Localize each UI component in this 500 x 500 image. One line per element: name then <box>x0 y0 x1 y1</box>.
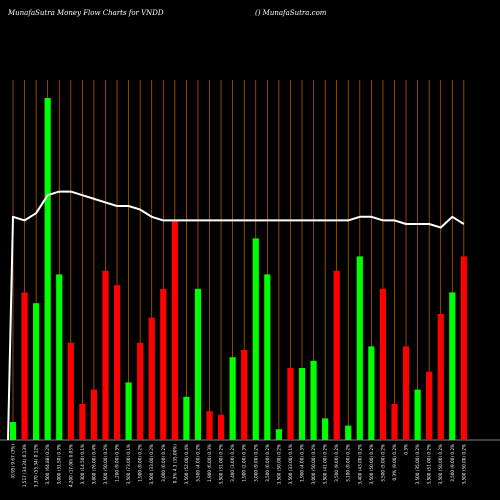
x-tick-label: 3,500 (73.00) 0.1% <box>126 444 131 485</box>
bar <box>148 317 155 440</box>
x-tick-label: 3,500 (50.00) 0.2% <box>103 444 108 485</box>
bar <box>449 292 456 440</box>
bar <box>241 350 248 440</box>
x-tick-label: 3,500 (64.88) 0.2% <box>45 444 50 485</box>
x-tick-label: 4,200 (17.00) 0.05% <box>68 444 73 487</box>
x-tick-label: 1,900 (6.00) 0.3% <box>207 444 212 482</box>
x-tick-label: 3,500 (5.00) 0.2% <box>380 444 385 482</box>
bar <box>322 418 329 440</box>
bar <box>206 411 213 440</box>
bar <box>391 404 398 440</box>
x-tick-labels: (0.95) 9.67 (3%) 1,517 (34.24) 0.13% 3,370… <box>11 444 467 488</box>
bar <box>333 270 340 440</box>
x-tick-label: 3,300 (14.50) 0.1% <box>80 444 85 485</box>
bar <box>252 238 259 440</box>
x-tick-label: 3,500 (6.00) 0.2% <box>265 444 270 482</box>
x-tick-label: 3,000 (31.50) 0.3% <box>57 444 62 485</box>
x-tick-label: 3,500 (31.00) 0.2% <box>219 444 224 485</box>
x-tick-label: 3,500 (9.00) 0.2% <box>450 444 455 482</box>
x-tick-label: 1,900 (9.00) 0.2% <box>138 444 143 482</box>
x-tick-label: 1,900 (4.00) 0.3% <box>300 444 305 482</box>
x-tick-label: 3,500 (50.00) 0.2% <box>276 444 281 485</box>
bar <box>9 422 17 440</box>
bar <box>21 292 28 440</box>
x-tick-label: 3,370 (55.34) 0.12% <box>34 444 39 487</box>
bar <box>67 342 74 440</box>
bar <box>102 270 109 440</box>
bar <box>125 382 132 440</box>
x-tick-label: 3,000 (50.00) 0.2% <box>311 444 316 485</box>
line-series <box>7 190 465 441</box>
x-tick-label: 3,800 (76.00) 0.4% <box>91 444 96 485</box>
bar <box>426 371 433 440</box>
x-tick-label: 3,500 (52.00) 0.4% <box>184 444 189 485</box>
bar <box>171 220 178 440</box>
x-tick-label: 3,400 (43.00) 0.2% <box>357 444 362 485</box>
x-tick-label: 1,900 (2.00) 0.3% <box>242 444 247 482</box>
x-tick-label: 3,500 (51.00) 0.2% <box>427 444 432 485</box>
bar <box>437 314 444 440</box>
x-tick-label: 3,500 (33.00) 0.2% <box>149 444 154 485</box>
bar-series <box>9 98 467 440</box>
bar <box>44 98 51 440</box>
money-flow-line <box>7 190 465 441</box>
x-tick-label: 3,000 (9.00) 0.2% <box>253 444 258 482</box>
x-tick-label: 3,400 (3.00) 0.2% <box>230 444 235 482</box>
bar <box>264 274 271 440</box>
bar <box>379 288 387 440</box>
bar <box>287 368 294 440</box>
x-tick-label: 3,500 (4.00) 0.2% <box>196 444 201 482</box>
x-tick-label: 1,200 (9.00) 0.3% <box>115 444 120 482</box>
bar <box>345 425 352 440</box>
bar <box>160 288 167 440</box>
x-tick-label: 0.3% <box>404 444 409 455</box>
bar <box>33 303 40 440</box>
x-tick-label: 3,500 (50.00) 0.2% <box>461 444 466 485</box>
x-tick-label: (0.95) 9.67 (3%) <box>11 444 16 479</box>
bar <box>356 256 363 440</box>
bar <box>183 396 190 440</box>
x-tick-label: 3,100 (9.00) 0.2% <box>346 444 351 482</box>
bar <box>194 288 202 440</box>
bar <box>460 256 467 440</box>
x-tick-label: 3,500 (33.00) 0.1% <box>288 444 293 485</box>
x-tick-label: 0.3% 4.3 (35.00%) <box>172 444 177 484</box>
bar <box>402 346 410 440</box>
bar <box>79 404 86 440</box>
bar <box>275 429 282 440</box>
bar <box>298 368 306 440</box>
bar <box>229 357 236 440</box>
bar <box>368 346 375 440</box>
x-tick-label: 3,500 (50.00) 0.2% <box>369 444 374 485</box>
x-tick-label: 3,500 (35.00) 0.2% <box>415 444 420 485</box>
bar <box>414 389 421 440</box>
x-tick-label: 1,517 (34.24) 0.13% <box>22 444 27 487</box>
bar <box>137 342 144 440</box>
x-tick-label: 3,000 (6.00) 0.2% <box>161 444 166 482</box>
x-tick-label: 3,500 (50.00) 0.2% <box>438 444 443 485</box>
bar <box>56 274 63 440</box>
bar <box>113 285 121 440</box>
bar <box>310 360 317 440</box>
x-tick-label: 3,500 (9.00) 0.2% <box>334 444 339 482</box>
chart-subtitle: () MunafaSutra.com <box>255 9 327 17</box>
x-tick-label: 0.3% (9.00) 0.2% <box>392 444 397 481</box>
bar <box>90 389 98 440</box>
bar <box>217 414 225 440</box>
chart-title: MunafaSutra Money Flow Charts for VNDD <box>7 9 164 17</box>
x-tick-label: 3,500 (41.00) 0.2% <box>323 444 328 485</box>
